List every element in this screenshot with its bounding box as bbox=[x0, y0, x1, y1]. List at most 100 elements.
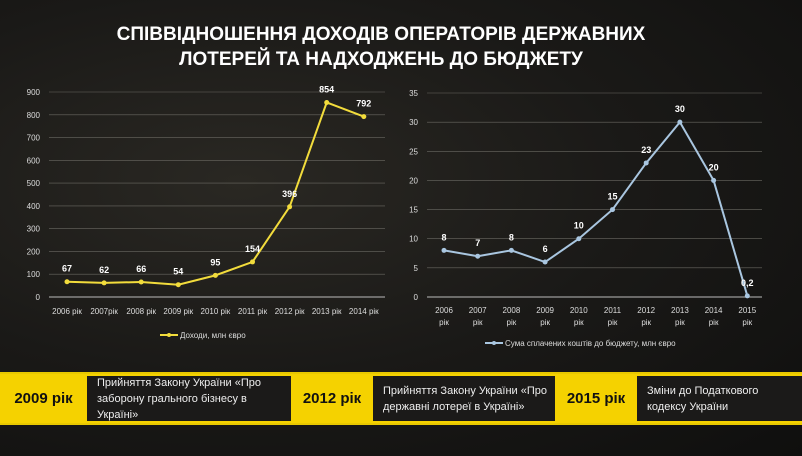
x-tick-label: 2009 рік bbox=[163, 307, 193, 316]
series-line bbox=[443, 120, 749, 297]
data-point bbox=[677, 119, 683, 125]
x-tick-label: 2013 bbox=[671, 306, 689, 315]
data-label: 66 bbox=[136, 264, 146, 274]
y-tick-label: 800 bbox=[27, 111, 41, 120]
legend-label: Доходи, млн євро bbox=[180, 331, 246, 340]
title-line-2: ЛОТЕРЕЙ ТА НАДХОДЖЕНЬ ДО БЮДЖЕТУ bbox=[179, 49, 583, 70]
data-point bbox=[64, 279, 70, 285]
x-tick-label: рік bbox=[574, 318, 584, 327]
data-point bbox=[475, 253, 481, 259]
x-tick-label: рік bbox=[473, 318, 483, 327]
data-label: 7 bbox=[475, 238, 480, 248]
data-point bbox=[576, 236, 582, 242]
data-label: 8 bbox=[509, 232, 514, 242]
x-tick-label: 2007рік bbox=[90, 307, 118, 316]
data-label: 10 bbox=[574, 221, 584, 231]
x-tick-label: 2009 bbox=[536, 306, 554, 315]
x-tick-label: 2011 bbox=[604, 306, 622, 315]
data-point bbox=[744, 293, 750, 299]
y-tick-label: 30 bbox=[409, 118, 418, 127]
x-tick-label: 2007 bbox=[469, 306, 487, 315]
event-text-2009: Прийняття Закону України «Про заборону г… bbox=[87, 376, 291, 421]
data-point bbox=[101, 280, 107, 286]
data-point bbox=[542, 259, 548, 265]
x-tick-label: рік bbox=[675, 318, 685, 327]
x-tick-label: 2012 bbox=[637, 306, 655, 315]
x-tick-label: рік bbox=[439, 318, 449, 327]
x-tick-label: 2008 рік bbox=[126, 307, 156, 316]
x-tick-label: 2006 рік bbox=[52, 307, 82, 316]
data-label: 154 bbox=[245, 244, 260, 254]
event-text-2015: Зміни до Податкового кодексу України bbox=[637, 376, 802, 421]
x-tick-label: рік bbox=[608, 318, 618, 327]
y-tick-label: 5 bbox=[414, 264, 419, 273]
data-point bbox=[324, 99, 330, 105]
data-label: 854 bbox=[319, 84, 334, 94]
x-tick-label: 2013 рік bbox=[312, 307, 342, 316]
x-tick-label: 2006 bbox=[435, 306, 453, 315]
data-label: 792 bbox=[356, 99, 371, 109]
data-point bbox=[643, 160, 649, 166]
legend-label: Сума сплачених коштів до бюджету, млн єв… bbox=[505, 339, 676, 348]
y-tick-label: 15 bbox=[409, 206, 418, 215]
y-tick-label: 0 bbox=[36, 293, 41, 302]
x-tick-label: 2008 bbox=[503, 306, 521, 315]
x-tick-label: 2011 рік bbox=[238, 307, 268, 316]
data-point bbox=[361, 114, 367, 120]
y-tick-label: 0 bbox=[414, 293, 419, 302]
x-tick-label: рік bbox=[742, 318, 752, 327]
data-point bbox=[175, 282, 181, 288]
legend-marker bbox=[492, 341, 496, 345]
y-tick-label: 35 bbox=[409, 89, 418, 98]
y-tick-label: 300 bbox=[27, 225, 41, 234]
x-tick-label: рік bbox=[709, 318, 719, 327]
y-tick-label: 100 bbox=[27, 270, 41, 279]
data-point bbox=[287, 204, 293, 210]
x-tick-label: рік bbox=[641, 318, 651, 327]
x-tick-label: 2012 рік bbox=[275, 307, 305, 316]
data-point bbox=[250, 259, 255, 265]
data-label: 20 bbox=[709, 162, 719, 172]
data-label: 23 bbox=[641, 145, 651, 155]
event-year-2015: 2015 рік bbox=[566, 390, 626, 407]
data-label: 396 bbox=[282, 189, 297, 199]
data-label: 30 bbox=[675, 104, 685, 114]
y-tick-label: 900 bbox=[27, 88, 41, 97]
page-title: СПІВВІДНОШЕННЯ ДОХОДІВ ОПЕРАТОРІВ ДЕРЖАВ… bbox=[0, 22, 762, 72]
data-label: 6 bbox=[543, 244, 548, 254]
event-text-2012: Прийняття Закону України «Про державні л… bbox=[373, 376, 555, 421]
data-label: 15 bbox=[607, 192, 617, 202]
y-tick-label: 400 bbox=[27, 202, 41, 211]
events-band: 2009 рік Прийняття Закону України «Про з… bbox=[0, 372, 802, 425]
data-label: 67 bbox=[62, 264, 72, 274]
x-tick-label: рік bbox=[507, 318, 517, 327]
legend-marker bbox=[167, 333, 171, 337]
title-line-1: СПІВВІДНОШЕННЯ ДОХОДІВ ОПЕРАТОРІВ ДЕРЖАВ… bbox=[116, 24, 646, 45]
y-tick-label: 20 bbox=[409, 176, 418, 185]
y-tick-label: 700 bbox=[27, 134, 41, 143]
y-tick-label: 25 bbox=[409, 147, 418, 156]
data-point bbox=[212, 272, 218, 278]
data-point bbox=[441, 247, 447, 253]
x-tick-label: 2014 bbox=[705, 306, 723, 315]
data-label: 0,2 bbox=[741, 278, 754, 288]
data-point bbox=[711, 177, 717, 183]
x-tick-label: 2015 bbox=[738, 306, 756, 315]
event-year-2012: 2012 рік bbox=[302, 390, 362, 407]
y-tick-label: 600 bbox=[27, 156, 41, 165]
x-tick-label: 2014 рік bbox=[349, 307, 379, 316]
y-tick-label: 200 bbox=[27, 247, 41, 256]
x-tick-label: 2010 рік bbox=[201, 307, 231, 316]
x-tick-label: 2010 bbox=[570, 306, 588, 315]
data-label: 95 bbox=[210, 257, 220, 267]
data-label: 8 bbox=[441, 232, 446, 242]
data-label: 62 bbox=[99, 265, 109, 275]
event-year-2009: 2009 рік bbox=[14, 390, 73, 407]
data-point bbox=[138, 279, 144, 285]
y-tick-label: 500 bbox=[27, 179, 41, 188]
data-point bbox=[508, 247, 514, 253]
data-label: 54 bbox=[173, 267, 183, 277]
y-tick-label: 10 bbox=[409, 235, 418, 244]
x-tick-label: рік bbox=[540, 318, 550, 327]
